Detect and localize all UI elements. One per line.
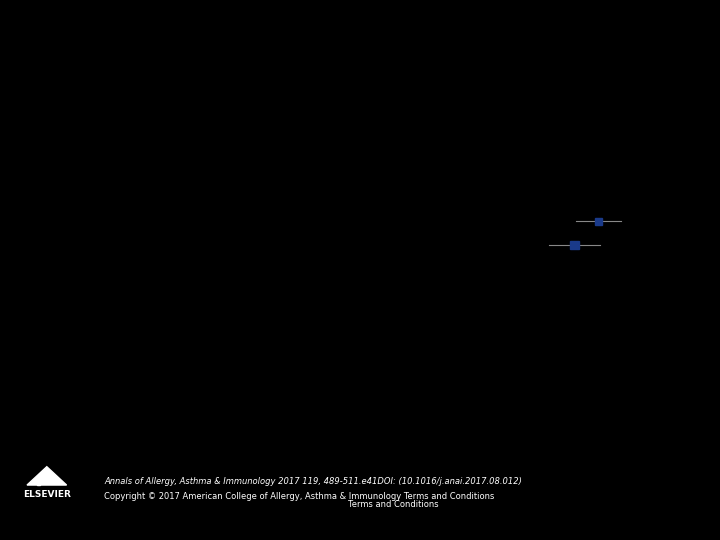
Text: INCS + OAH: INCS + OAH [614,353,660,362]
Text: 52.3%: 52.3% [319,241,348,249]
Text: Events: Events [188,191,222,200]
Text: Annals of Allergy, Asthma & Immunology 2017 119, 489-511.e41DOI: (10.1016/j.anai: Annals of Allergy, Asthma & Immunology 2… [104,477,522,486]
Text: INCS alone: INCS alone [262,171,311,180]
Text: 47.7%: 47.7% [319,217,348,226]
Text: 10: 10 [199,241,211,249]
Text: INCS alone: INCS alone [478,353,520,362]
Text: Total events: Total events [83,301,138,309]
Polygon shape [27,467,66,485]
Text: 166: 166 [292,217,310,226]
Polygon shape [572,273,605,289]
Text: Anolik 2008: Anolik 2008 [83,217,136,226]
Text: 1.86 [0.88, 3.91]: 1.86 [0.88, 3.91] [372,217,448,226]
Text: Total (95% CI): Total (95% CI) [83,276,153,286]
Bar [570,241,579,249]
Text: Events: Events [253,191,288,200]
Text: ELSEVIER: ELSEVIER [23,490,71,499]
Text: 12: 12 [265,217,276,226]
Text: 393: 393 [227,276,246,286]
Text: 100.0%: 100.0% [315,276,352,286]
Text: Figure 15: Figure 15 [325,24,395,39]
Text: Terms and Conditions: Terms and Conditions [104,500,439,509]
Text: M-H, Fixed, 95% CI: M-H, Fixed, 95% CI [372,191,468,200]
Bar [595,218,603,225]
Text: 0.83 [0.35, 1.95]: 0.83 [0.35, 1.95] [372,241,448,249]
Bar [37,480,40,485]
Text: 24: 24 [265,301,276,309]
Text: Weight: Weight [315,191,351,200]
Text: 12: 12 [265,241,276,249]
Text: Heterogeneity: Chi² = 1.95, df = 1 (P = 0.16); I² = 49%: Heterogeneity: Chi² = 1.95, df = 1 (P = … [83,325,313,334]
Text: INCS + OAH: INCS + OAH [190,171,245,180]
Text: 31: 31 [199,301,211,309]
Text: 393: 393 [292,276,310,286]
Text: Total: Total [224,191,248,200]
Text: Odds Ratio: Odds Ratio [559,171,608,180]
Text: Odds Ratio: Odds Ratio [372,171,420,180]
Text: Study or Subgroup: Study or Subgroup [83,191,179,200]
Text: 227: 227 [292,241,310,249]
Text: Copyright © 2017 American College of Allergy, Asthma & Immunology Terms and Cond: Copyright © 2017 American College of All… [104,492,495,501]
Text: M-H, Fixed, 95% CI: M-H, Fixed, 95% CI [536,191,631,200]
Text: 1.32 [0.76, 2.29]: 1.32 [0.76, 2.29] [372,276,456,286]
Text: 21: 21 [199,217,211,226]
Text: Test for overall effect: Z = 0.98 (P = 0.33): Test for overall effect: Z = 0.98 (P = 0… [83,347,259,356]
Text: Benincasa 1994: Benincasa 1994 [83,241,155,249]
Text: Total: Total [289,191,313,200]
Text: 166: 166 [228,217,245,226]
Text: 227: 227 [228,241,245,249]
